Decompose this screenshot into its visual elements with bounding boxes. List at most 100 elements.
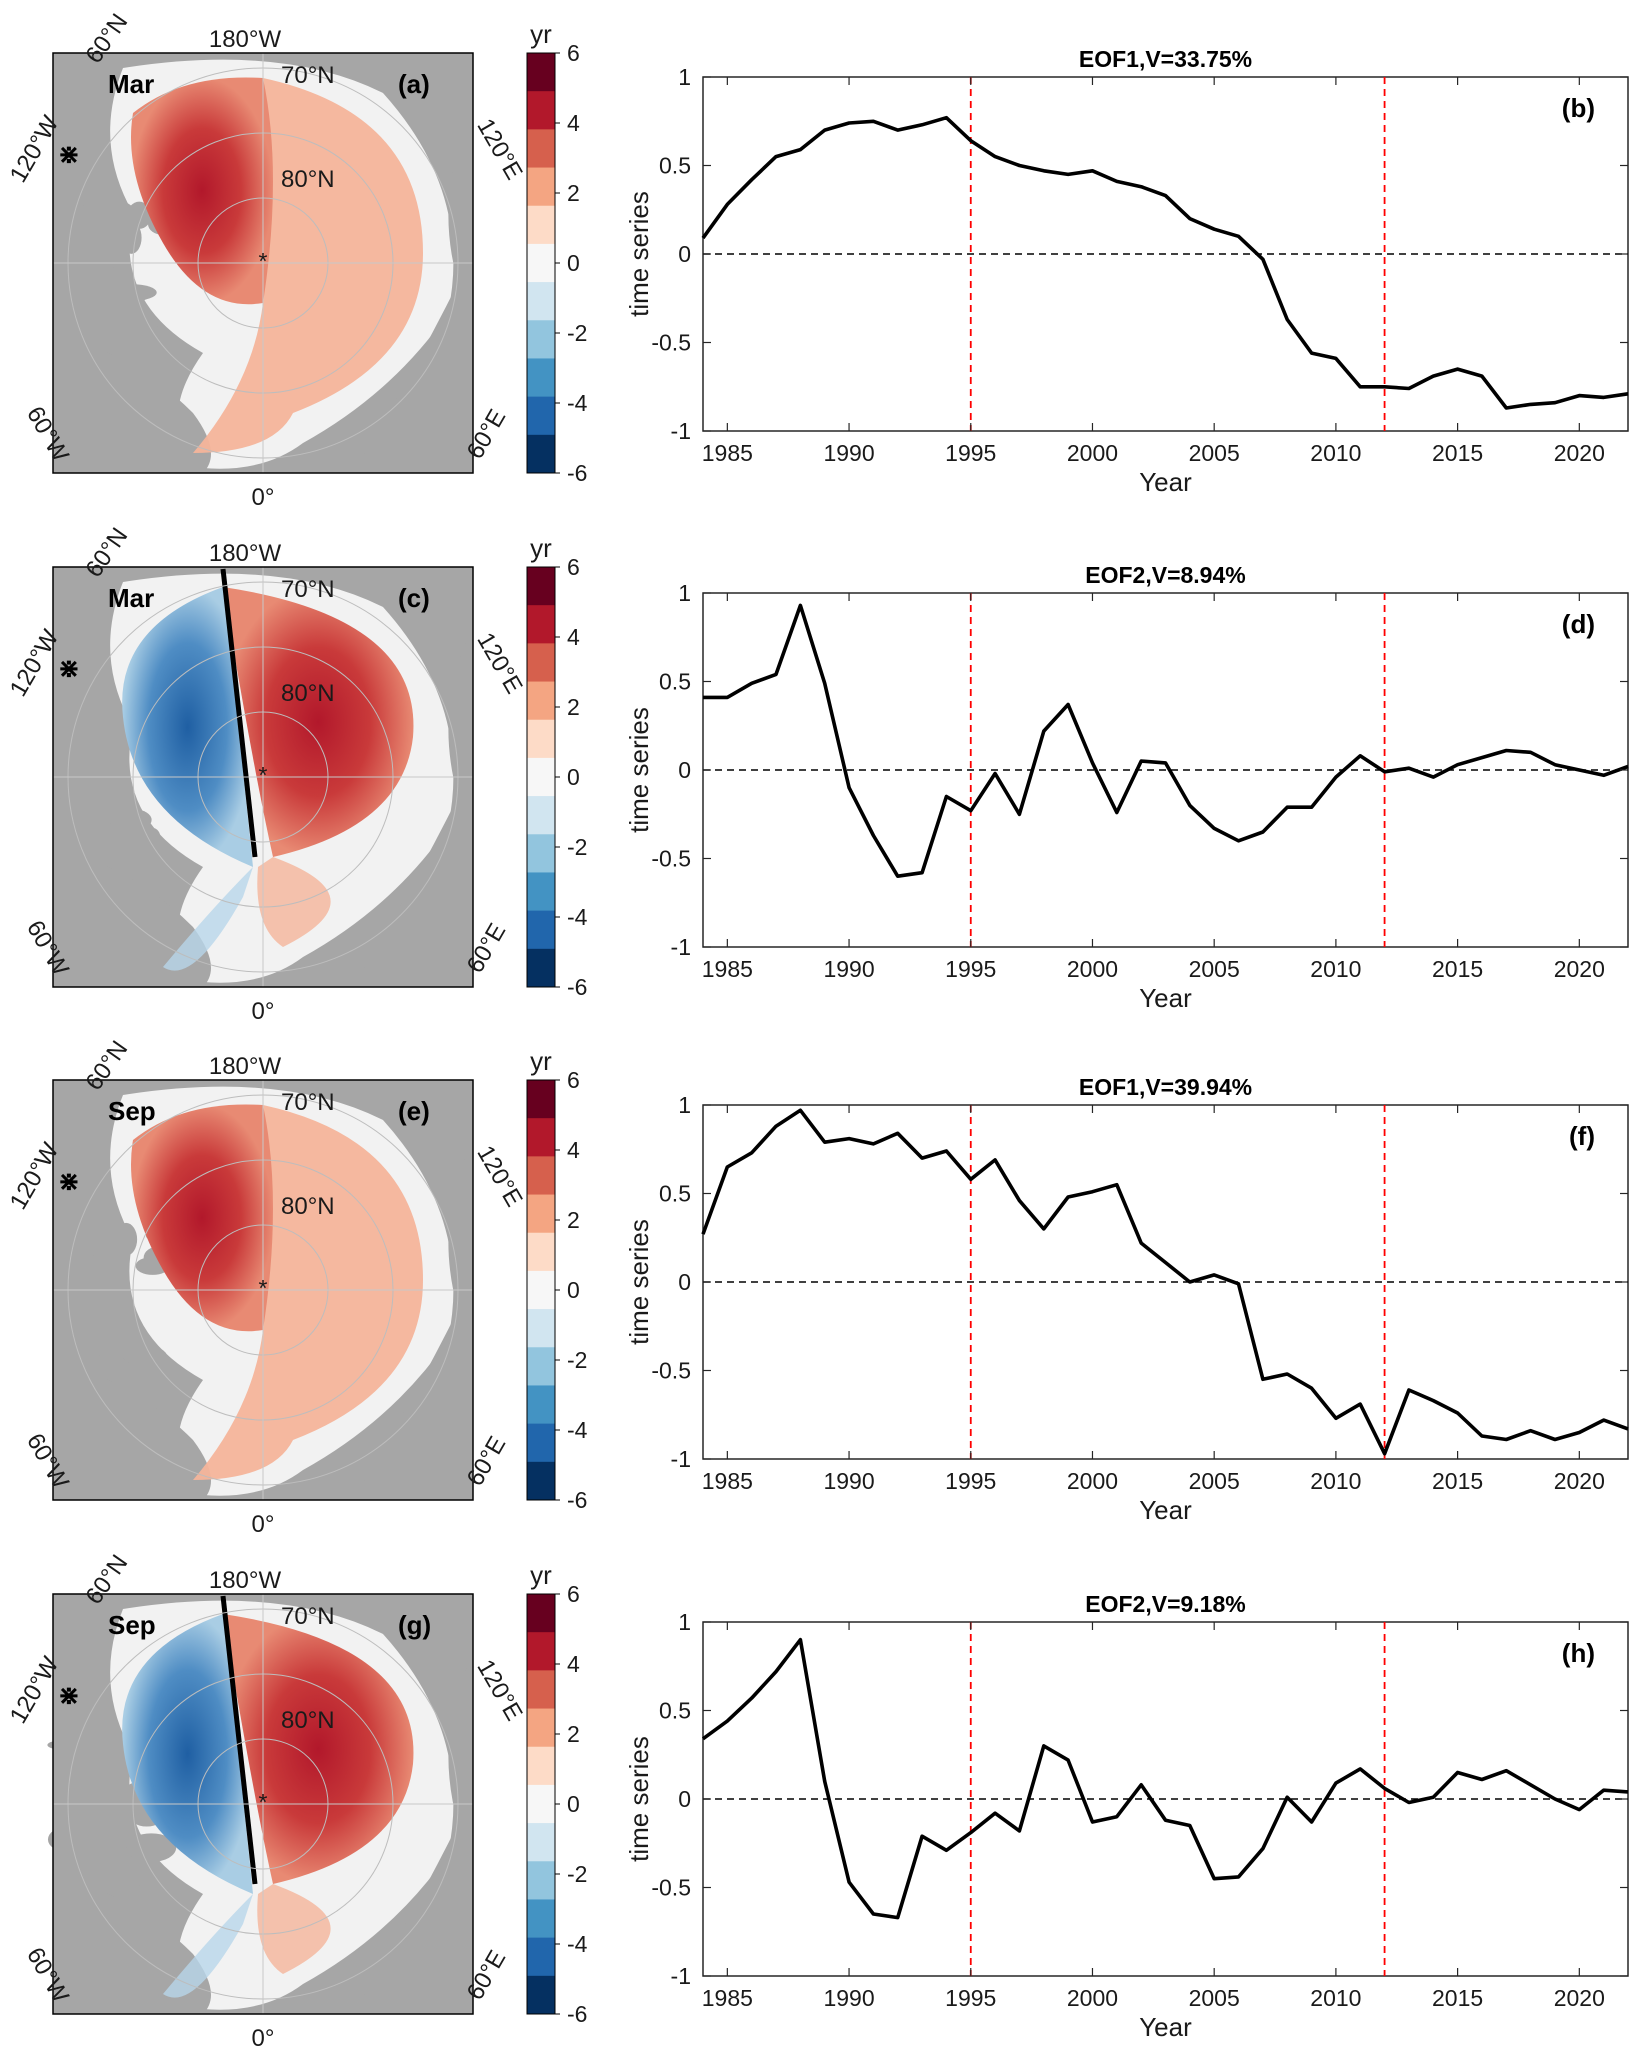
lon-label-right-upper: 120°E: [471, 628, 527, 698]
map-eurasia: [353, 1140, 473, 1500]
map-island: [54, 1263, 95, 1296]
colorbar-swatch: [527, 1194, 555, 1234]
map-island: [81, 1791, 115, 1810]
x-axis-label: Year: [1139, 2012, 1192, 2042]
pole-marker: *: [259, 1275, 268, 1301]
north-arrow-icon: ⋇: [58, 1166, 80, 1196]
y-tick-label: -1: [671, 1963, 691, 1989]
pattern-positive-dipole: [223, 1614, 414, 1884]
colorbar-swatch: [527, 1823, 555, 1862]
colorbar-swatch: [527, 1861, 555, 1900]
lat-label-70: 70°N: [281, 62, 335, 89]
colorbar-tick-label: 2: [567, 180, 580, 206]
y-tick-label: 0: [678, 1786, 691, 1812]
map-island: [123, 1345, 168, 1370]
map-island: [90, 1255, 119, 1272]
colorbar-swatch: [527, 1385, 555, 1425]
x-axis-label: Year: [1139, 467, 1192, 497]
colorbar-swatch: [527, 1232, 555, 1272]
colorbar-swatch: [527, 1708, 555, 1748]
colorbar-swatch: [527, 358, 555, 398]
colorbar-swatch: [527, 129, 555, 169]
x-tick-label: 2005: [1189, 1985, 1240, 2011]
colorbar-swatch: [527, 53, 555, 92]
colorbar: yr 6 4 2 0 -2 -4 -6: [526, 1046, 588, 1513]
x-tick-label: 2020: [1554, 1985, 1605, 2011]
colorbar-swatch: [527, 205, 555, 245]
y-tick-label: 0: [678, 757, 691, 783]
lon-label-bottom: 0°: [252, 1511, 275, 1538]
map-eurasia: [353, 627, 473, 987]
colorbar-tick-label: -6: [567, 1487, 587, 1513]
colorbar-tick-label: -6: [567, 2001, 587, 2027]
series-line: [703, 603, 1629, 879]
x-tick-label: 2005: [1189, 956, 1240, 982]
lon-label-right-upper: 120°E: [471, 114, 527, 184]
lat-label-70: 70°N: [281, 576, 335, 603]
chart-panel-b: 1985 1990 1995 2000 2005 2010 2015 2020 1 0.5 0 -0.…: [624, 46, 1629, 497]
y-tick-label: -0.5: [651, 1875, 691, 1901]
colorbar-tick-label: -4: [567, 390, 588, 416]
map-island: [126, 1864, 145, 1887]
y-axis-label: time series: [624, 1736, 654, 1862]
lat-label-80: 80°N: [281, 1193, 335, 1220]
map-island: [54, 797, 92, 809]
x-tick-label: 2015: [1432, 440, 1483, 466]
y-tick-label: 0: [678, 1269, 691, 1295]
lat-label-80: 80°N: [281, 680, 335, 707]
panel-label: (h): [1562, 1638, 1595, 1668]
map-frame: [52, 1079, 474, 1501]
month-label: Mar: [108, 69, 154, 99]
map-eurasia: [353, 113, 473, 473]
map-island: [47, 1827, 85, 1852]
map-island: [95, 254, 119, 269]
pattern-positive-dipole: [223, 587, 414, 857]
map-island: [97, 1830, 119, 1864]
colorbar-tick-label: 0: [567, 1791, 580, 1817]
transect-line: [220, 1595, 258, 1885]
map-frame: [52, 1593, 474, 2015]
x-tick-label: 1990: [823, 1985, 874, 2011]
x-tick-label: 2010: [1310, 1985, 1361, 2011]
chart-title: EOF2,V=8.94%: [1085, 562, 1245, 588]
map-greenland: [53, 333, 211, 473]
colorbar-swatch: [527, 910, 555, 950]
colorbar-unit: yr: [530, 19, 552, 49]
x-tick-label: 1995: [945, 1468, 996, 1494]
x-tick-label: 1995: [945, 956, 996, 982]
map-eurasia: [353, 1654, 473, 2014]
map-island: [100, 760, 130, 791]
pole-marker: *: [259, 762, 268, 788]
series-line: [701, 1637, 1629, 1920]
colorbar-swatch: [527, 167, 555, 207]
y-tick-label: 1: [678, 1092, 691, 1118]
map-greenland: [53, 1874, 211, 2014]
panel-label: (g): [398, 1610, 431, 1640]
colorbar-swatch: [527, 643, 555, 683]
x-tick-label: 2010: [1310, 440, 1361, 466]
x-tick-label: 1995: [945, 440, 996, 466]
colorbar-tick-label: 4: [567, 1137, 580, 1163]
x-tick-label: 2015: [1432, 1985, 1483, 2011]
colorbar-swatch: [527, 1975, 555, 2015]
x-tick-label: 2005: [1189, 1468, 1240, 1494]
chart-title: EOF1,V=33.75%: [1079, 46, 1252, 72]
x-tick-label: 1985: [702, 956, 753, 982]
y-tick-label: -0.5: [651, 330, 691, 356]
colorbar-tick-label: 6: [567, 554, 580, 580]
map-island: [73, 1318, 108, 1351]
colorbar-unit: yr: [530, 1046, 552, 1076]
colorbar-tick-label: -6: [567, 460, 587, 486]
map-greenland: [53, 1360, 211, 1500]
colorbar-swatch: [527, 1899, 555, 1939]
colorbar-swatch: [527, 1784, 555, 1824]
lon-label-bottom: 0°: [252, 484, 275, 511]
colorbar-tick-label: -2: [567, 1861, 587, 1887]
colorbar-swatch: [527, 282, 555, 321]
map-island: [91, 221, 128, 241]
colorbar-unit: yr: [530, 1560, 552, 1590]
